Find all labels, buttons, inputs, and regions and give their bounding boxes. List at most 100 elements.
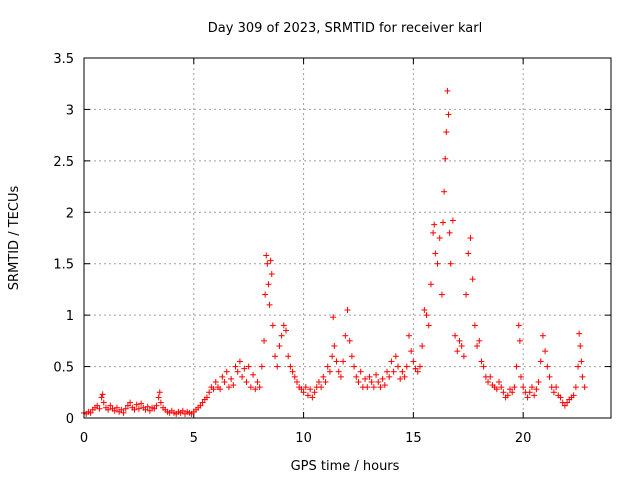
data-point [465, 250, 472, 257]
data-point [517, 373, 524, 380]
data-point [531, 392, 538, 399]
data-point [245, 363, 252, 370]
data-point [542, 348, 549, 355]
data-point [348, 353, 355, 360]
data-point [340, 358, 347, 365]
data-point [243, 379, 250, 385]
data-point [118, 406, 125, 413]
data-point [333, 358, 340, 365]
data-point [370, 384, 377, 391]
y-tick-labels: 0 0.5 1 1.5 2 2.5 3 3.5 [53, 52, 74, 427]
data-point [564, 399, 571, 406]
data-point [285, 353, 292, 360]
data-point [144, 403, 151, 410]
data-point [309, 394, 316, 401]
data-point [94, 402, 101, 409]
data-point [401, 373, 408, 380]
data-point [287, 363, 294, 370]
data-point [322, 379, 329, 385]
data-points [81, 87, 588, 417]
data-point [105, 406, 112, 413]
data-point [430, 229, 437, 236]
data-point [210, 386, 217, 393]
data-point [535, 379, 542, 385]
data-point [230, 382, 237, 389]
data-point [146, 407, 153, 414]
data-point [500, 389, 507, 396]
data-point [553, 384, 560, 391]
data-point [320, 373, 327, 380]
data-point [515, 322, 522, 329]
data-point [155, 394, 162, 401]
data-point [375, 379, 382, 385]
data-point [509, 389, 516, 396]
data-point [454, 348, 461, 355]
data-point [324, 363, 331, 370]
data-point [395, 363, 402, 370]
data-point [544, 363, 551, 370]
data-point [581, 384, 588, 391]
data-point [337, 373, 344, 380]
data-point [434, 260, 441, 267]
data-point [353, 373, 360, 380]
data-point [533, 386, 540, 393]
data-point [416, 363, 423, 370]
data-point [561, 402, 568, 409]
data-point [546, 373, 553, 380]
data-point [232, 363, 239, 370]
data-point [467, 235, 474, 241]
data-point [524, 394, 531, 401]
data-point [537, 358, 544, 365]
data-point [346, 337, 353, 344]
data-point [236, 358, 243, 365]
data-point [138, 400, 145, 407]
y-tick-label: 1 [66, 309, 74, 324]
data-point [390, 368, 397, 375]
data-point [474, 343, 481, 349]
data-point [487, 373, 494, 380]
grid-lines [84, 58, 611, 418]
data-point [446, 229, 453, 236]
data-point [254, 379, 261, 385]
data-point [443, 129, 450, 136]
data-point [280, 322, 287, 329]
data-point [206, 389, 213, 396]
data-point [513, 363, 520, 370]
data-point [87, 409, 94, 416]
data-point [579, 373, 586, 380]
x-tick-label: 0 [80, 431, 88, 446]
data-point [268, 271, 275, 277]
data-point [203, 394, 210, 401]
data-point [576, 330, 583, 337]
data-point [441, 188, 448, 195]
data-point [311, 389, 318, 396]
data-point [269, 322, 276, 329]
chart-title: Day 309 of 2023, SRMTID for receiver kar… [208, 21, 482, 36]
data-point [456, 337, 463, 344]
x-tick-label: 20 [515, 431, 532, 446]
data-point [511, 384, 518, 391]
data-point [526, 389, 533, 396]
data-point [506, 386, 513, 393]
x-tick-label: 10 [295, 431, 312, 446]
data-point [377, 384, 384, 391]
data-point [318, 384, 325, 391]
data-point [351, 363, 358, 370]
data-point [283, 327, 290, 334]
data-point [498, 384, 505, 391]
data-point [239, 373, 246, 380]
x-tick-labels: 0 5 10 15 20 [80, 431, 532, 446]
plot-frame [83, 57, 612, 419]
data-point [111, 407, 118, 414]
data-point [496, 379, 503, 385]
data-point [330, 314, 337, 321]
data-point [151, 405, 158, 412]
data-point [449, 217, 456, 224]
data-point [364, 384, 371, 391]
data-point [153, 402, 160, 409]
data-point [410, 358, 417, 365]
data-point [99, 391, 106, 398]
data-point [452, 332, 459, 339]
data-point [221, 379, 228, 385]
